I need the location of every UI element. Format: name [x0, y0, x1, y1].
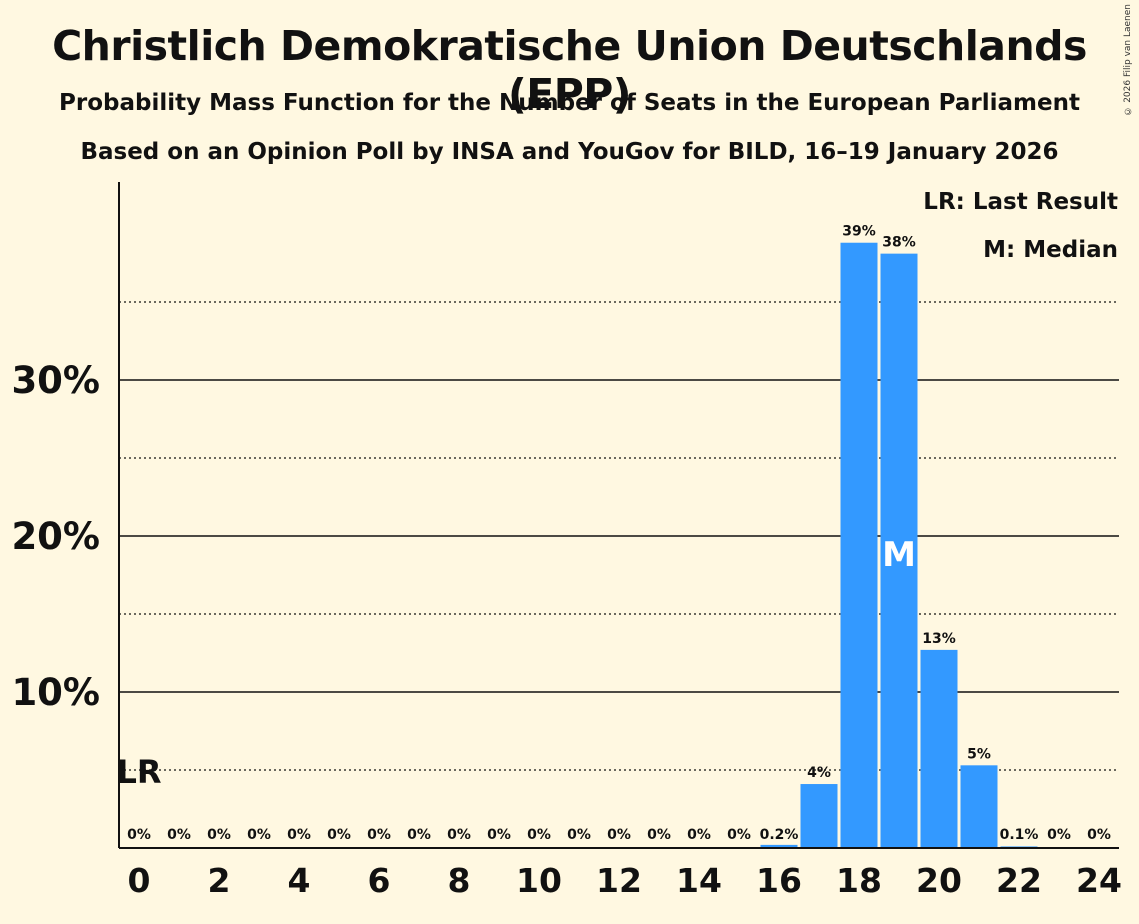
x-tick-label: 12	[596, 861, 642, 900]
bar-value-label: 0%	[127, 827, 151, 843]
bar-value-label: 39%	[842, 224, 876, 240]
x-tick-label: 14	[676, 861, 722, 900]
legend-median: M: Median	[983, 237, 1118, 263]
legend-last-result: LR: Last Result	[923, 189, 1118, 215]
last-result-marker: LR	[116, 753, 161, 791]
bar-value-label: 0%	[1087, 827, 1111, 843]
x-tick-label: 10	[516, 861, 562, 900]
x-tick-label: 22	[996, 861, 1042, 900]
bar-seats-16	[760, 844, 798, 848]
chart-subtitle: Probability Mass Function for the Number…	[59, 90, 1080, 116]
bar-value-label: 0%	[487, 827, 511, 843]
bar-seats-18	[840, 242, 878, 849]
bar-seats-19	[880, 253, 918, 848]
bar-value-label: 0%	[327, 827, 351, 843]
bar-value-label: 0%	[207, 827, 231, 843]
bar-value-label: 0%	[527, 827, 551, 843]
bar-value-label: 0%	[727, 827, 751, 843]
x-tick-label: 6	[368, 861, 391, 900]
bar-value-label: 38%	[882, 235, 916, 251]
chart-source: Based on an Opinion Poll by INSA and You…	[80, 139, 1059, 165]
x-tick-label: 0	[128, 861, 151, 900]
bar-value-label: 0%	[567, 827, 591, 843]
bar-value-label: 0%	[287, 827, 311, 843]
bar-value-label: 5%	[967, 746, 991, 762]
bar-seats-17	[800, 784, 838, 848]
bar-value-label: 13%	[922, 631, 956, 647]
x-tick-label: 24	[1076, 861, 1122, 900]
bar-value-label: 0%	[367, 827, 391, 843]
bar-seats-20	[920, 649, 958, 848]
x-tick-label: 2	[208, 861, 231, 900]
y-tick-label: 20%	[11, 515, 100, 558]
bar-value-label: 4%	[807, 765, 831, 781]
bar-value-label: 0%	[607, 827, 631, 843]
chart-title: Christlich Demokratische Union Deutschla…	[52, 22, 1087, 118]
bar-value-label: 0%	[687, 827, 711, 843]
y-tick-label: 10%	[11, 671, 100, 714]
bar-value-labels: 0% 0% 0% 0% 0% 0% 0% 0% 0% 0% 0% 0% 0% 0% 0% 0% 0.2% 4% 39…	[116, 224, 1110, 843]
x-tick-label: 4	[288, 861, 311, 900]
bar-value-label: 0%	[447, 827, 471, 843]
bar-value-label: 0%	[647, 827, 671, 843]
bar-value-label: 0%	[247, 827, 271, 843]
bar-value-label: 0.2%	[760, 827, 799, 843]
grid-lines	[119, 301, 1119, 771]
x-tick-label: 20	[916, 861, 962, 900]
bar-value-label: 0%	[167, 827, 191, 843]
bars	[760, 242, 1038, 849]
y-tick-label: 30%	[11, 359, 100, 402]
bar-value-label: 0.1%	[1000, 827, 1039, 843]
bar-value-label: 0%	[1047, 827, 1071, 843]
x-tick-label: 18	[836, 861, 882, 900]
x-tick-label: 16	[756, 861, 802, 900]
median-marker: M	[882, 535, 916, 575]
bar-value-label: 0%	[407, 827, 431, 843]
x-tick-label: 8	[448, 861, 471, 900]
axis-ticks: 10%20%30%0 2 4 6 8 10 12 14 16 18 20 22 24	[11, 359, 1122, 900]
bar-seats-21	[960, 765, 998, 848]
